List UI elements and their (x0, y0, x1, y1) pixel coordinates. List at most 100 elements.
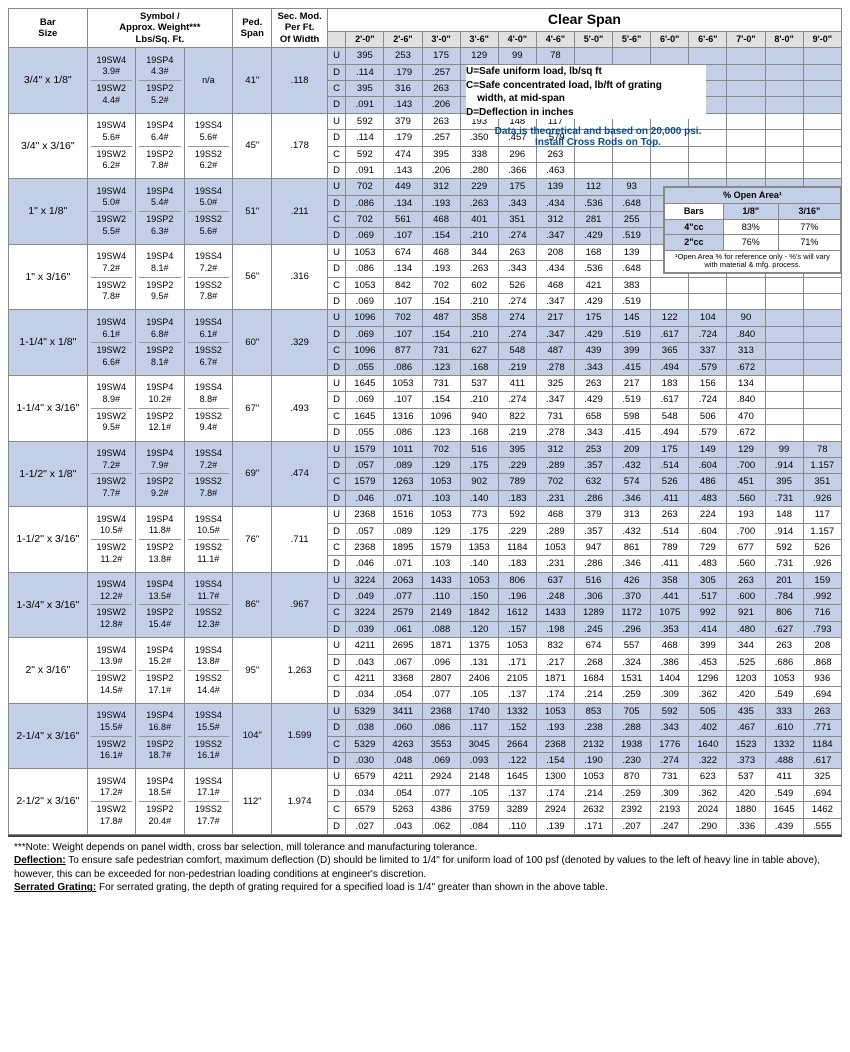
data-cell (651, 294, 689, 310)
data-cell: .086 (384, 359, 422, 375)
data-cell: 1096 (346, 343, 384, 359)
data-cell: .306 (574, 589, 612, 605)
data-cell: 395 (346, 80, 384, 96)
data-cell: 435 (727, 703, 765, 719)
data-cell: .069 (422, 752, 460, 768)
span-col: 6'-6" (689, 31, 727, 47)
data-cell: 861 (613, 539, 651, 555)
data-cell: .154 (422, 392, 460, 408)
data-cell: 1332 (765, 736, 803, 752)
data-cell: .617 (803, 752, 841, 768)
data-cell: 313 (613, 507, 651, 523)
sec-mod: .967 (272, 572, 327, 638)
data-cell: .362 (689, 785, 727, 801)
row-type: U (327, 113, 345, 129)
row-type: D (327, 294, 345, 310)
data-cell: .604 (689, 523, 727, 539)
data-cell: .467 (727, 720, 765, 736)
data-cell: .046 (346, 490, 384, 506)
data-cell (765, 146, 803, 162)
data-cell (651, 146, 689, 162)
symbol-cell: 19SS48.8#19SS29.4# (184, 375, 233, 441)
data-cell: .672 (727, 425, 765, 441)
data-cell: .210 (460, 326, 498, 342)
bar-size: 3/4" x 3/16" (9, 113, 88, 179)
bar-size: 1-1/4" x 3/16" (9, 375, 88, 441)
span-col: 4'-6" (536, 31, 574, 47)
data-cell (803, 326, 841, 342)
data-cell: 4211 (384, 769, 422, 785)
data-cell: .840 (727, 392, 765, 408)
data-cell: 316 (384, 80, 422, 96)
data-cell: 1053 (384, 375, 422, 391)
data-cell: 592 (765, 539, 803, 555)
row-type: U (327, 572, 345, 588)
data-cell: .219 (498, 425, 536, 441)
data-cell: .107 (384, 228, 422, 244)
data-cell: .057 (346, 523, 384, 539)
row-type: D (327, 457, 345, 473)
data-cell: 526 (498, 277, 536, 293)
symbol-cell: 19SW412.2#19SW212.8# (87, 572, 136, 638)
data-cell: .353 (651, 621, 689, 637)
data-cell: .286 (574, 490, 612, 506)
data-cell: .274 (498, 228, 536, 244)
data-cell: .617 (651, 392, 689, 408)
data-cell: 1462 (803, 802, 841, 818)
row-type: U (327, 48, 345, 64)
data-cell: .168 (460, 425, 498, 441)
symbol-cell: 19SW47.2#19SW27.7# (87, 441, 136, 507)
data-cell: 379 (574, 507, 612, 523)
data-cell: 592 (651, 703, 689, 719)
data-cell: 592 (346, 113, 384, 129)
data-cell: .560 (727, 490, 765, 506)
data-cell (574, 162, 612, 178)
data-cell: .107 (384, 326, 422, 342)
data-cell: .480 (727, 621, 765, 637)
data-cell (803, 48, 841, 64)
data-cell: 2368 (536, 736, 574, 752)
data-cell (803, 130, 841, 146)
data-cell: .274 (498, 294, 536, 310)
data-cell: .174 (536, 785, 574, 801)
data-cell: .120 (460, 621, 498, 637)
data-cell: .183 (498, 490, 536, 506)
symbol-cell: n/a (184, 48, 233, 114)
data-cell: .694 (803, 785, 841, 801)
data-cell: 175 (574, 310, 612, 326)
data-cell: .154 (422, 228, 460, 244)
data-cell: .245 (574, 621, 612, 637)
data-cell: .034 (346, 785, 384, 801)
data-cell: 229 (460, 179, 498, 195)
data-cell: 439 (574, 343, 612, 359)
data-cell: .089 (384, 457, 422, 473)
data-cell: .140 (460, 490, 498, 506)
data-cell: .514 (651, 523, 689, 539)
data-cell: 365 (651, 343, 689, 359)
legend: U=Safe uniform load, lb/sq ft C=Safe con… (466, 65, 706, 119)
data-cell: .175 (460, 523, 498, 539)
data-cell (765, 113, 803, 129)
data-cell: 1880 (727, 802, 765, 818)
data-cell: 1184 (498, 539, 536, 555)
data-cell: 305 (689, 572, 727, 588)
data-cell: .107 (384, 294, 422, 310)
symbol-cell: 19SW47.2#19SW27.8# (87, 244, 136, 310)
data-cell: .084 (460, 818, 498, 834)
data-cell: 1053 (422, 474, 460, 490)
data-cell: .411 (651, 556, 689, 572)
row-type: C (327, 277, 345, 293)
row-type: D (327, 752, 345, 768)
data-cell: 351 (498, 212, 536, 228)
data-cell: 149 (689, 441, 727, 457)
row-type: D (327, 392, 345, 408)
data-cell: 1053 (536, 539, 574, 555)
data-cell: 468 (422, 244, 460, 260)
ped-span: 95" (233, 638, 272, 704)
data-cell: .343 (574, 425, 612, 441)
data-cell (803, 359, 841, 375)
data-cell (803, 310, 841, 326)
symbol-cell: 19SS415.5#19SS216.1# (184, 703, 233, 769)
data-cell: .154 (422, 326, 460, 342)
data-cell: .137 (498, 785, 536, 801)
